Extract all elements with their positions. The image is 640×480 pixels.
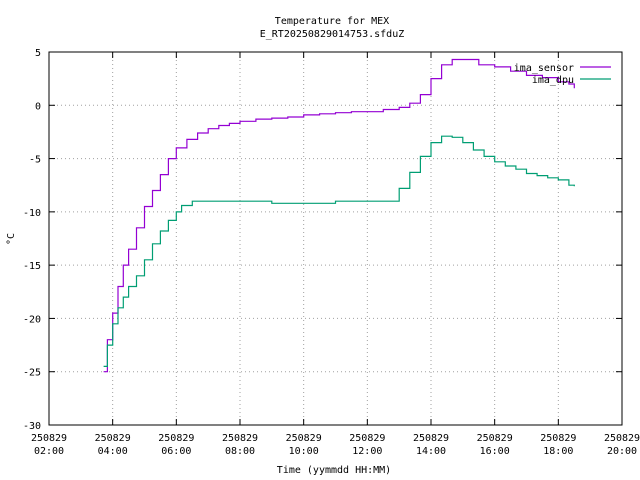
x-tick-label-time: 16:00 (480, 446, 510, 457)
plot-frame (48, 51, 623, 426)
legend-label-ima_sensor: ima_sensor (514, 63, 574, 74)
y-tick-label: -20 (23, 314, 41, 325)
y-tick-label: 5 (35, 48, 41, 59)
y-tick-label: -5 (29, 155, 41, 166)
series-line-ima_sensor (103, 58, 575, 373)
x-tick-label-date: 250829 (222, 433, 258, 444)
x-tick-label-time: 20:00 (607, 446, 637, 457)
y-tick-label: -10 (23, 208, 41, 219)
x-tick-label-date: 250829 (604, 433, 640, 444)
y-tick-label: -25 (23, 368, 41, 379)
x-tick-label-date: 250829 (95, 433, 131, 444)
x-tick-label-time: 08:00 (225, 446, 255, 457)
x-tick-label-date: 250829 (540, 433, 576, 444)
x-tick-label-date: 250829 (349, 433, 385, 444)
series-line-ima_dpu (103, 135, 575, 367)
x-tick-label-time: 14:00 (416, 446, 446, 457)
y-axis-label: °C (6, 233, 17, 245)
x-tick-label-date: 250829 (477, 433, 513, 444)
x-tick-label-date: 250829 (413, 433, 449, 444)
chart-subtitle: E_RT20250829014753.sfduZ (260, 29, 405, 40)
x-axis-label: Time (yymmdd HH:MM) (277, 465, 391, 476)
tick-labels: -30 -25 -20 -15 -10 -5 0 5 250829 02:00 250829 04:0… (23, 48, 640, 457)
x-tick-label-time: 12:00 (352, 446, 382, 457)
x-tick-label-time: 10:00 (289, 446, 319, 457)
x-tick-label-time: 06:00 (161, 446, 191, 457)
x-tick-label-date: 250829 (286, 433, 322, 444)
legend-label-ima_dpu: ima_dpu (532, 75, 574, 86)
x-tick-label-time: 18:00 (543, 446, 573, 457)
x-tick-label-date: 250829 (31, 433, 67, 444)
tick-marks (48, 51, 623, 426)
y-tick-label: -30 (23, 421, 41, 432)
grid (49, 52, 622, 425)
x-tick-label-date: 250829 (158, 433, 194, 444)
series-group (103, 58, 575, 373)
x-tick-label-time: 04:00 (98, 446, 128, 457)
x-tick-label-time: 02:00 (34, 446, 64, 457)
y-tick-label: -15 (23, 261, 41, 272)
chart-title: Temperature for MEX (275, 16, 389, 27)
y-tick-label: 0 (35, 101, 41, 112)
